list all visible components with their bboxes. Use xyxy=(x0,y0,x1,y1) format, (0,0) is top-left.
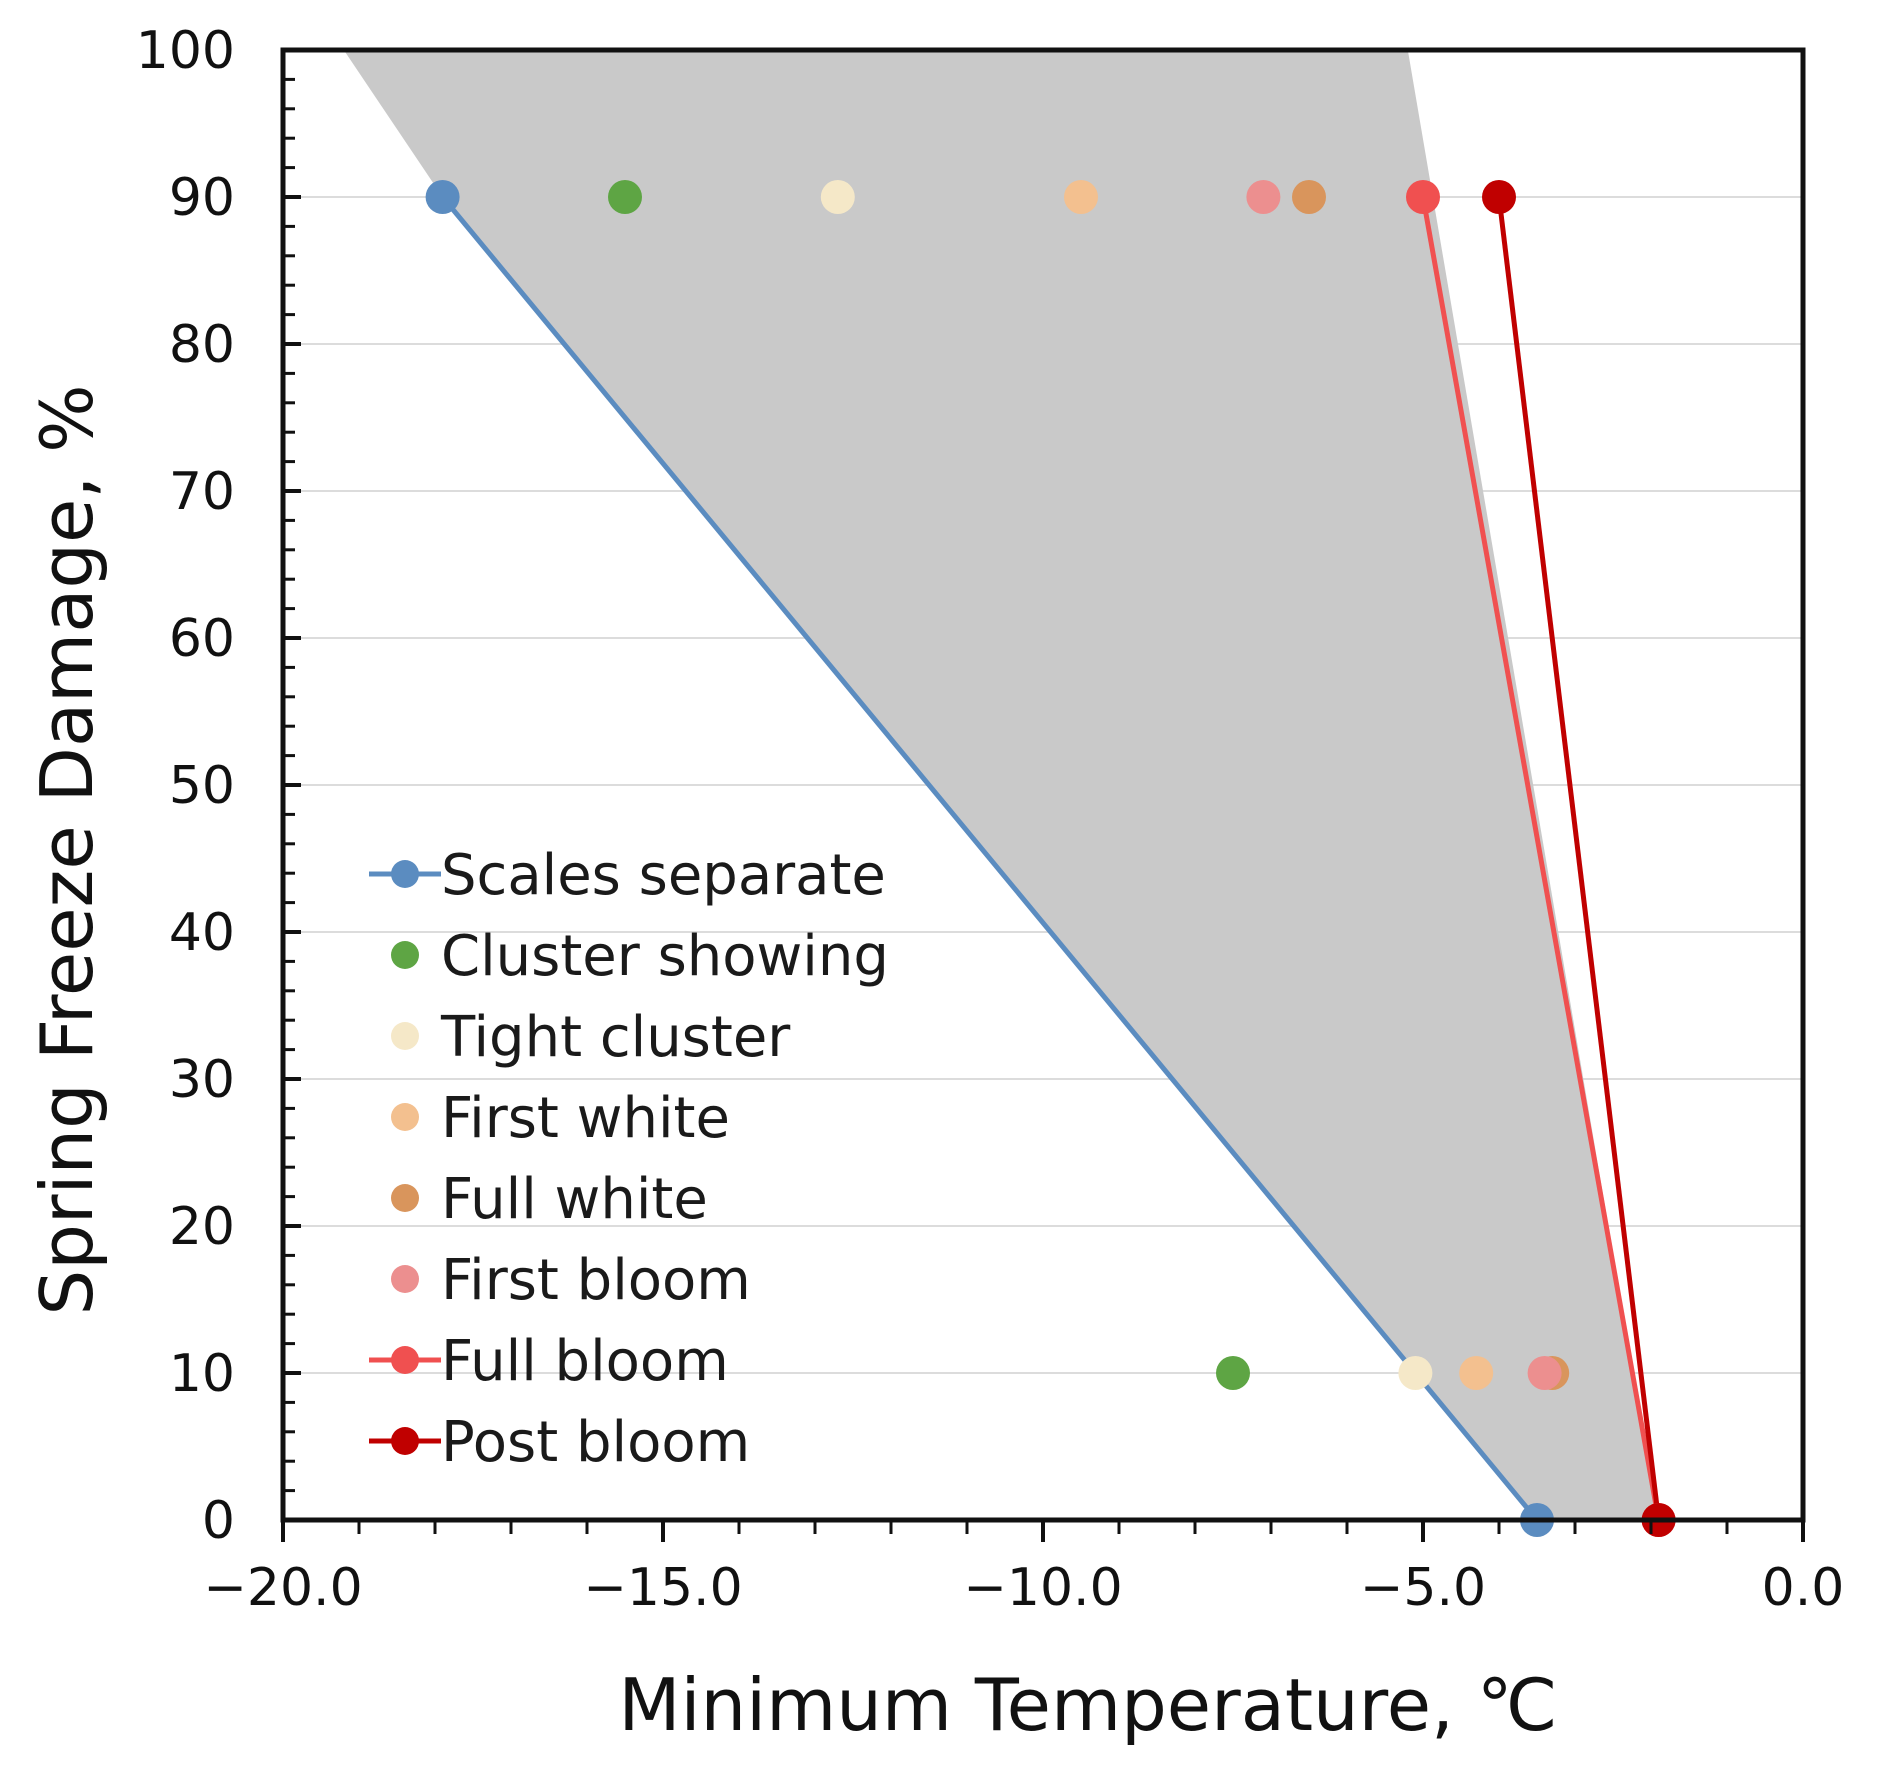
series-lines xyxy=(440,195,1662,1522)
legend-label-scales-separate: Scales separate xyxy=(441,843,886,908)
x-tick-label-−15.0: −15.0 xyxy=(583,1558,742,1618)
shaded-region-layer xyxy=(343,50,1659,1520)
y-tick-label-40: 40 xyxy=(169,903,235,963)
point-post-bloom-0 xyxy=(1482,180,1516,214)
point-tight-cluster-0 xyxy=(820,180,855,214)
x-tick-label-0.0: 0.0 xyxy=(1762,1558,1845,1618)
y-tick-label-70: 70 xyxy=(169,462,235,522)
y-tick-label-50: 50 xyxy=(169,756,235,816)
axes xyxy=(280,47,1806,1542)
legend-label-tight-cluster: Tight cluster xyxy=(440,1005,791,1070)
point-scales-separate-0 xyxy=(425,180,460,214)
legend-marker-cluster-showing xyxy=(391,941,419,969)
legend-marker-tight-cluster xyxy=(391,1022,419,1050)
legend-label-cluster-showing: Cluster showing xyxy=(441,924,889,989)
y-tick-label-80: 80 xyxy=(169,315,235,375)
point-first-white-1 xyxy=(1459,1356,1494,1390)
point-full-white-0 xyxy=(1292,180,1326,214)
y-tick-label-60: 60 xyxy=(169,609,235,669)
legend-marker-first-bloom xyxy=(391,1265,419,1293)
y-tick-label-20: 20 xyxy=(169,1197,235,1257)
line-post-bloom xyxy=(1496,196,1662,1521)
point-cluster-showing-1 xyxy=(1216,1356,1250,1390)
y-tick-label-30: 30 xyxy=(169,1050,235,1110)
shaded-damage-region xyxy=(343,50,1659,1520)
line-scales-separate xyxy=(440,195,1539,1522)
legend-marker-first-white xyxy=(391,1103,419,1131)
tick-labels: 0 10 20 30 40 50 60 70 80 90 100 −20.0 −15.0 −10.0 −5.… xyxy=(136,21,1845,1618)
y-tick-label-90: 90 xyxy=(169,168,235,228)
y-axis-title: Spring Freeze Damage, % xyxy=(25,384,109,1315)
point-first-white-0 xyxy=(1064,180,1098,214)
legend-label-full-white: Full white xyxy=(441,1167,708,1232)
legend-label-first-bloom: First bloom xyxy=(441,1248,751,1313)
point-first-bloom-1 xyxy=(1527,1356,1562,1390)
y-tick-label-100: 100 xyxy=(136,21,235,81)
legend-marker-scales-separate xyxy=(391,860,419,888)
legend-label-first-white: First white xyxy=(441,1086,730,1151)
y-tick-label-0: 0 xyxy=(202,1491,235,1551)
x-tick-label-−20.0: −20.0 xyxy=(203,1558,362,1618)
y-tick-label-10: 10 xyxy=(169,1344,235,1404)
legend-marker-full-white xyxy=(391,1184,419,1212)
x-axis-title: Minimum Temperature, ℃ xyxy=(618,1663,1557,1747)
legend-marker-full-bloom xyxy=(391,1346,419,1374)
x-tick-label-−10.0: −10.0 xyxy=(963,1558,1122,1618)
legend: Scales separate Cluster showing Tight clus… xyxy=(369,843,889,1475)
legend-label-full-bloom: Full bloom xyxy=(441,1329,729,1394)
legend-label-post-bloom: Post bloom xyxy=(441,1410,750,1475)
point-full-bloom-0 xyxy=(1406,180,1440,214)
point-first-bloom-0 xyxy=(1246,180,1281,214)
line-full-bloom xyxy=(1420,196,1662,1521)
point-cluster-showing-0 xyxy=(608,180,642,214)
series-points xyxy=(425,180,1676,1537)
x-tick-label-−5.0: −5.0 xyxy=(1360,1558,1486,1618)
point-tight-cluster-1 xyxy=(1398,1356,1433,1390)
legend-marker-post-bloom xyxy=(391,1427,419,1455)
